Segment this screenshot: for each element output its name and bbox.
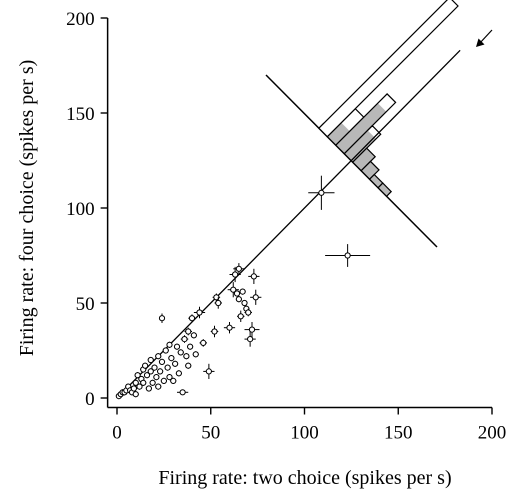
data-point <box>241 299 248 307</box>
diagonal-histogram <box>265 0 493 248</box>
y-axis-title: Firing rate: four choice (spikes per s) <box>16 60 38 357</box>
data-point <box>145 385 152 392</box>
data-point <box>160 377 167 384</box>
histogram-shaded-bar <box>327 122 350 146</box>
data-point <box>205 368 212 375</box>
data-point <box>166 341 173 348</box>
data-point <box>155 383 162 390</box>
data-point <box>183 353 190 360</box>
data-point <box>344 252 351 259</box>
data-point <box>149 379 156 386</box>
data-point <box>136 383 143 390</box>
x-tick-label: 100 <box>290 423 319 444</box>
data-point <box>168 355 175 362</box>
data-point <box>245 309 252 316</box>
data-point <box>233 290 241 297</box>
data-point <box>235 296 242 303</box>
y-tick-label: 50 <box>76 294 95 315</box>
histogram-bar <box>377 182 393 198</box>
data-point <box>147 368 154 375</box>
data-point <box>158 315 166 322</box>
histogram-shaded-bar <box>344 130 377 163</box>
data-point <box>188 315 196 322</box>
data-point <box>142 362 149 369</box>
data-point <box>232 271 239 278</box>
data-point <box>215 299 222 307</box>
x-tick-label: 50 <box>201 423 220 444</box>
histogram-shaded-bar <box>335 103 387 154</box>
histogram-shaded-bar <box>378 183 392 197</box>
x-tick-label: 0 <box>112 423 122 444</box>
histogram-bar-unity <box>318 0 459 138</box>
histogram-shaded-bar <box>352 148 376 171</box>
data-point <box>162 347 169 354</box>
data-point <box>248 326 256 333</box>
data-point <box>235 265 242 272</box>
data-point <box>132 379 139 386</box>
histogram-bar <box>351 147 377 172</box>
y-tick-label: 100 <box>66 199 95 220</box>
data-point <box>130 385 137 392</box>
data-point <box>237 313 244 320</box>
x-axis-title: Firing rate: two choice (spikes per s) <box>158 467 451 489</box>
data-point <box>187 343 194 350</box>
data-point <box>196 309 203 316</box>
data-point <box>190 332 197 339</box>
data-point <box>250 273 257 280</box>
data-point <box>185 362 192 369</box>
unity-line <box>116 49 461 399</box>
data-point <box>143 372 151 379</box>
data-point <box>170 377 177 384</box>
data-point <box>140 379 147 386</box>
y-tick-label: 0 <box>85 389 95 410</box>
data-point <box>147 356 154 364</box>
y-tick-label: 150 <box>66 104 95 125</box>
data-point <box>175 370 182 377</box>
data-point <box>200 339 207 346</box>
data-point <box>172 360 179 367</box>
data-point <box>155 353 162 360</box>
data-point <box>158 358 166 365</box>
data-point <box>247 336 254 343</box>
axes: 00 50 50 100 100 150 150 200 200 <box>66 9 506 444</box>
unity-line-layer <box>116 49 461 399</box>
data-point <box>213 294 220 301</box>
data-point <box>151 364 158 371</box>
data-point <box>153 374 160 381</box>
data-point <box>179 389 186 396</box>
data-point <box>239 288 246 295</box>
histogram-bar <box>360 160 380 181</box>
data-point <box>166 374 173 381</box>
data-point <box>185 328 192 335</box>
data-point <box>226 324 233 331</box>
data-point <box>318 189 325 196</box>
data-point <box>181 336 188 343</box>
data-point <box>211 328 218 335</box>
x-tick-label: 200 <box>478 423 507 444</box>
data-point <box>252 294 259 301</box>
histogram-bar <box>343 124 382 164</box>
arrow-head <box>476 38 485 47</box>
data-point <box>164 364 171 371</box>
data-point <box>134 372 141 379</box>
x-tick-label: 150 <box>384 423 413 444</box>
data-point <box>157 368 164 375</box>
scatter-points <box>115 175 371 400</box>
y-tick-label: 200 <box>66 9 95 30</box>
data-point <box>230 286 237 293</box>
data-point <box>177 349 184 356</box>
data-point <box>192 351 199 358</box>
data-point <box>132 391 139 398</box>
histogram-bar <box>334 93 397 155</box>
data-point <box>173 343 181 350</box>
histogram-shaded-bar <box>369 174 383 188</box>
